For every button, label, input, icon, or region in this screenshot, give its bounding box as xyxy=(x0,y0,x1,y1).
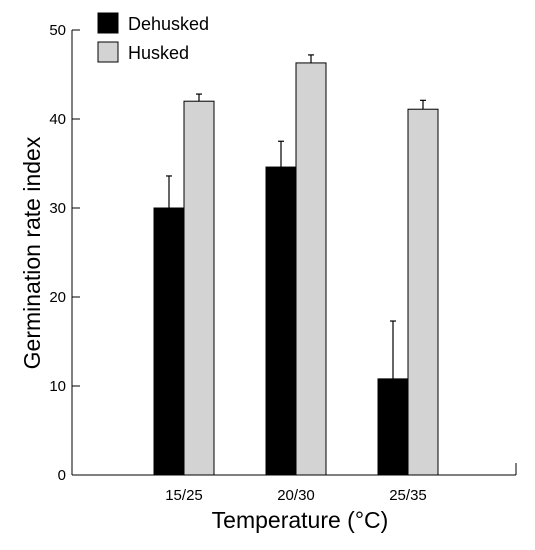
x-axis-title: Temperature (°C) xyxy=(212,507,389,533)
y-tick-label: 50 xyxy=(49,22,66,39)
y-tick-label: 40 xyxy=(49,111,66,128)
legend-swatch-husked xyxy=(97,41,119,63)
y-tick-label: 0 xyxy=(58,467,66,484)
bar-dehusked-2 xyxy=(265,166,297,476)
legend: Dehusked Husked xyxy=(97,12,209,63)
y-tick-label: 10 xyxy=(49,378,66,395)
error-bars xyxy=(166,54,426,379)
bar-husked-1 xyxy=(183,100,215,476)
y-axis-title: Germination rate index xyxy=(19,136,45,369)
legend-label-dehusked: Dehusked xyxy=(128,14,209,34)
legend-label-husked: Husked xyxy=(128,43,189,63)
y-ticks: 0 10 20 30 40 50 xyxy=(49,22,80,484)
y-tick-label: 20 xyxy=(49,289,66,306)
bar-dehusked-1 xyxy=(153,207,185,476)
bar-husked-3 xyxy=(407,108,439,476)
bar-dehusked-3 xyxy=(377,378,409,476)
bar-husked-2 xyxy=(295,62,327,476)
x-tick-label: 15/25 xyxy=(165,487,203,504)
x-tick-label: 25/35 xyxy=(389,487,427,504)
bars xyxy=(153,62,439,476)
x-tick-label: 20/30 xyxy=(277,487,315,504)
x-ticks: 15/25 20/30 25/35 xyxy=(165,487,427,504)
legend-swatch-dehusked xyxy=(97,12,119,34)
y-tick-label: 30 xyxy=(49,200,66,217)
